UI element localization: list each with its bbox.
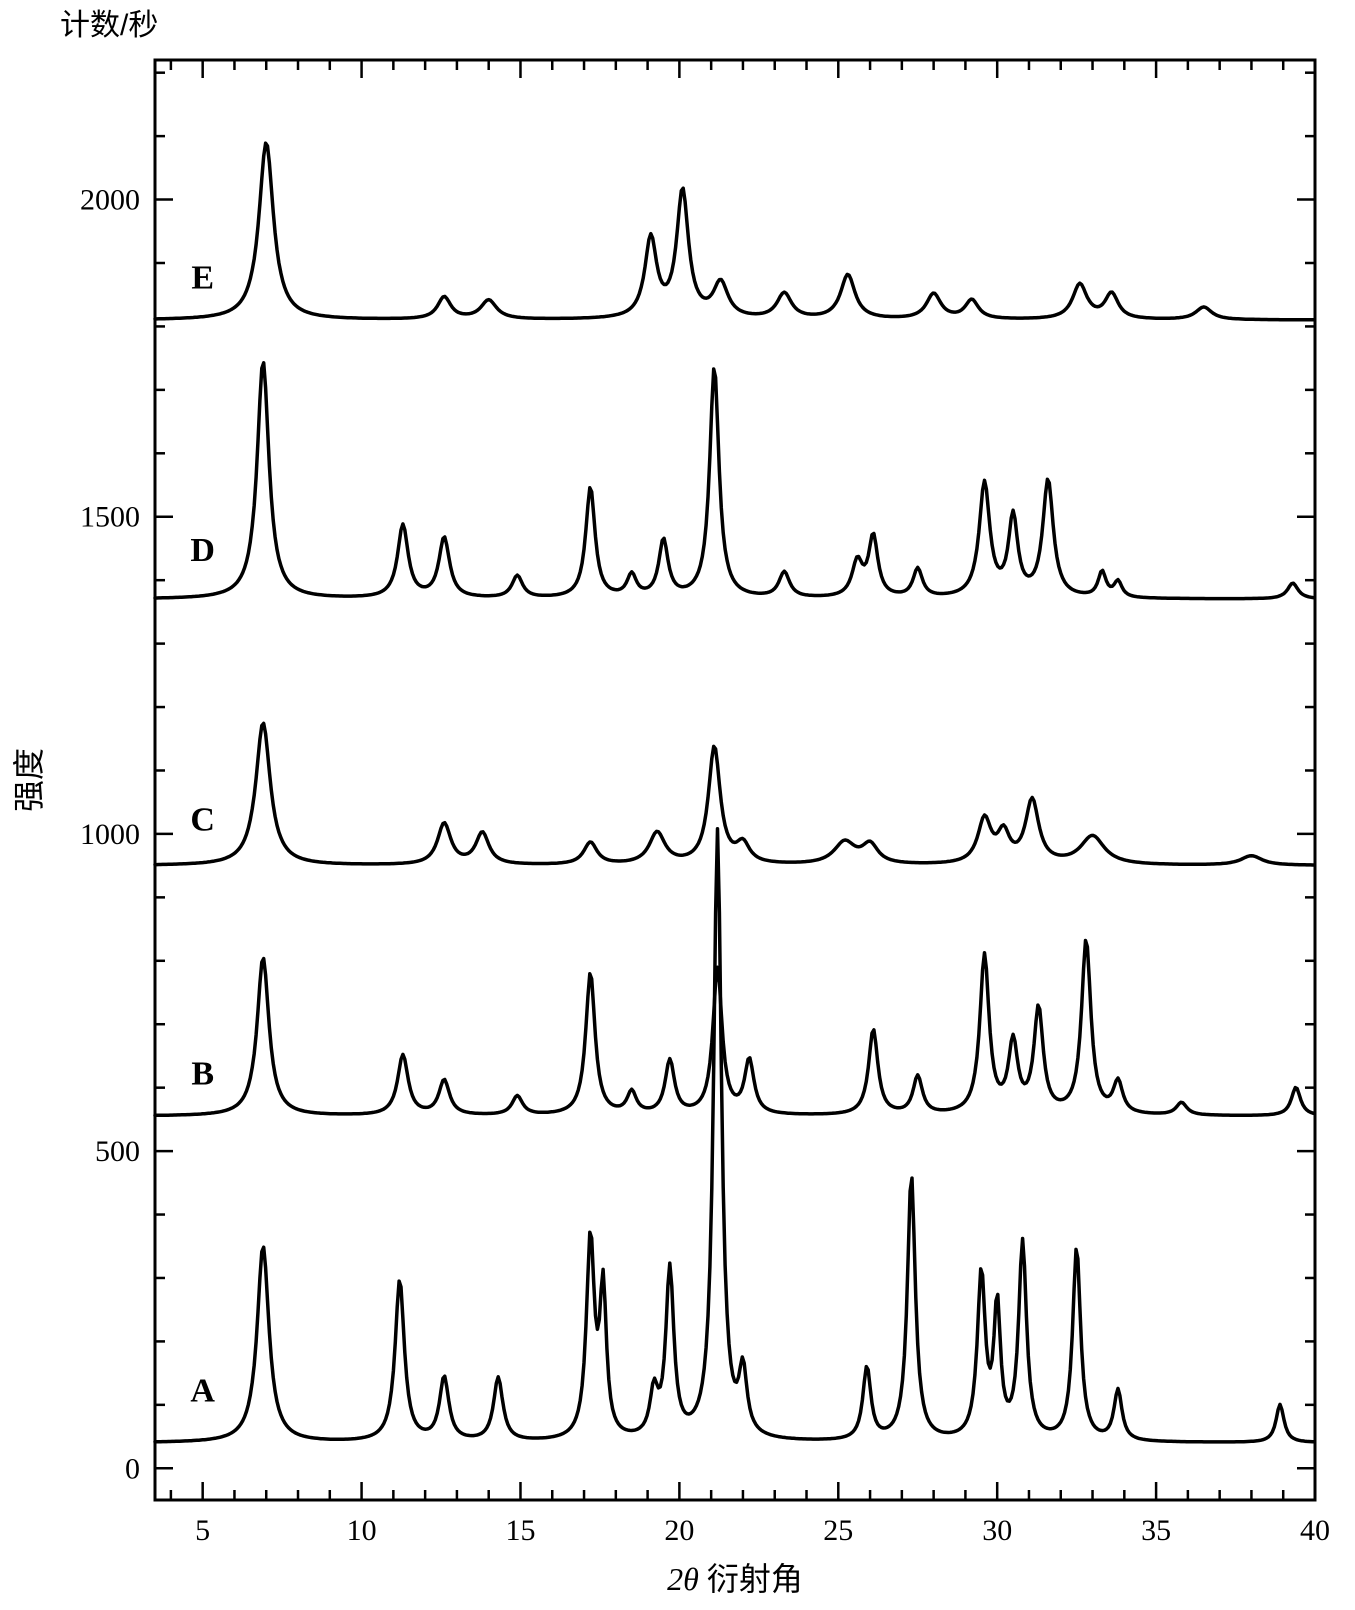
x-tick-label: 35 — [1141, 1514, 1171, 1547]
y-tick-label: 1500 — [80, 501, 140, 534]
y-axis-label: 强度 — [11, 748, 47, 812]
y-tick-label: 1000 — [80, 818, 140, 851]
series-label-D: D — [190, 532, 215, 569]
y-tick-label: 0 — [125, 1452, 140, 1485]
series-label-A: A — [190, 1373, 215, 1410]
series-label-E: E — [191, 259, 214, 296]
chart-container: 5 10 15 20 25 30 35 40 0 500 1000 1500 2000 2θ 衍射角 强度 计… — [0, 0, 1355, 1610]
x-tick-label: 25 — [823, 1514, 853, 1547]
series-label-B: B — [191, 1055, 214, 1092]
x-axis-label: 2θ 衍射角 — [667, 1561, 803, 1597]
x-tick-label: 40 — [1300, 1514, 1330, 1547]
xrd-chart-svg: 5 10 15 20 25 30 35 40 0 500 1000 1500 2000 2θ 衍射角 强度 计… — [0, 0, 1355, 1610]
x-tick-label: 10 — [347, 1514, 377, 1547]
top-label: 计数/秒 — [60, 9, 158, 42]
y-tick-label: 500 — [95, 1135, 140, 1168]
x-tick-label: 20 — [664, 1514, 694, 1547]
x-tick-label: 5 — [195, 1514, 210, 1547]
x-tick-label: 15 — [505, 1514, 535, 1547]
series-label-C: C — [190, 802, 215, 839]
y-tick-label: 2000 — [80, 184, 140, 217]
x-tick-label: 30 — [982, 1514, 1012, 1547]
